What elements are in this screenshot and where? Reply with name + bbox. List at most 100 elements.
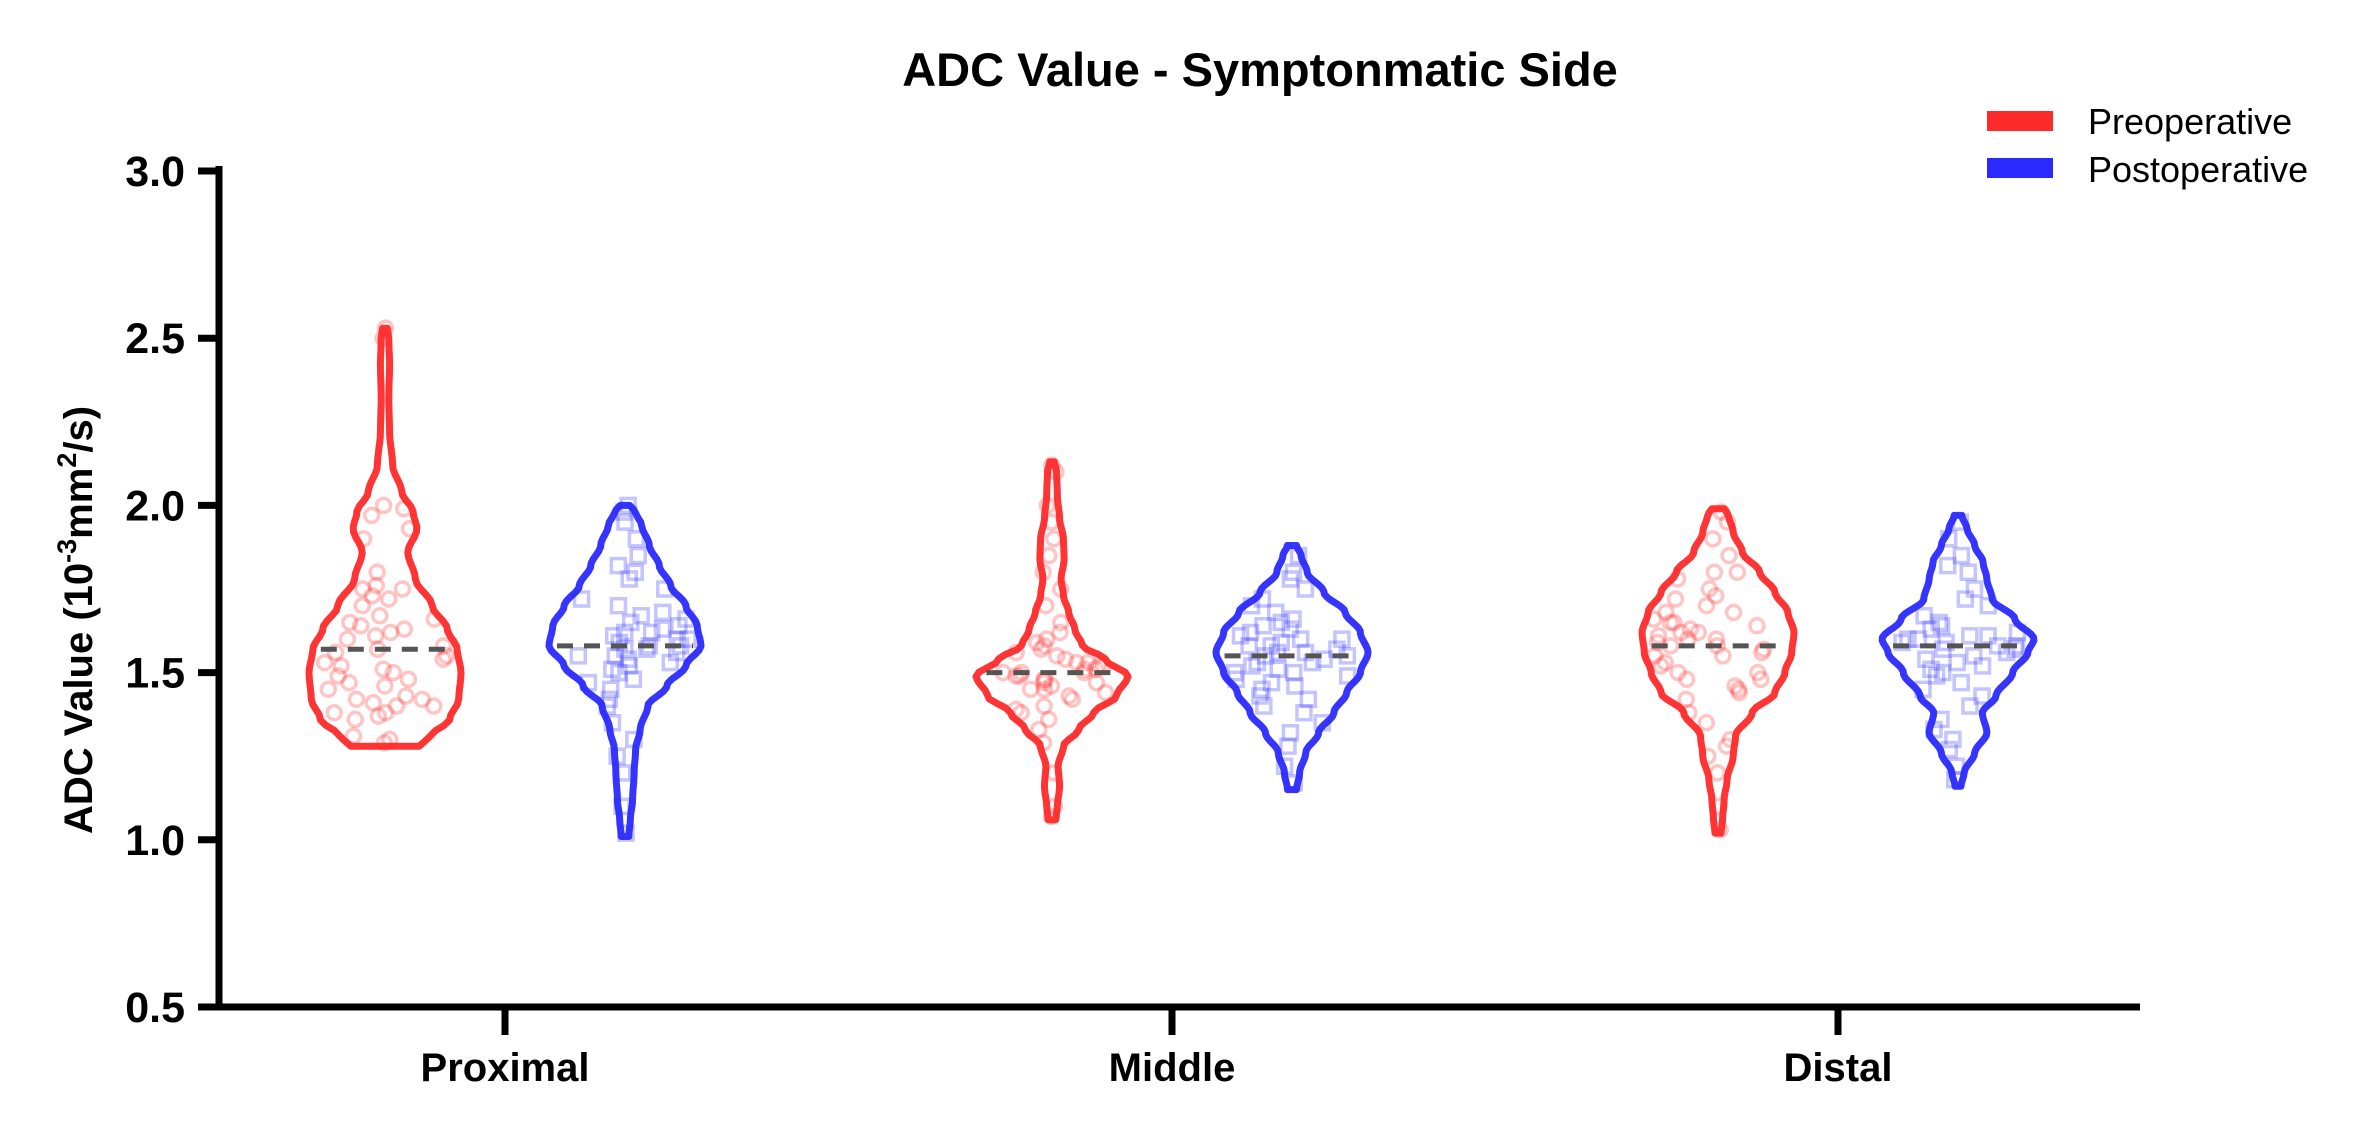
data-point [609,556,628,575]
y-axis-label-prefix: ADC Value (10 [57,563,101,834]
y-tick-label: 2.5 [125,315,185,363]
data-point [1285,663,1303,682]
data-point [1096,683,1115,702]
data-point [1979,627,1997,645]
data-point [1948,653,1966,672]
data-point [351,617,370,635]
data-point [1728,563,1747,582]
data-point [1060,687,1078,705]
data-point [1035,680,1054,699]
data-point [1267,603,1285,622]
data-point [1240,637,1258,655]
data-point [1251,687,1269,705]
data-point [632,607,650,625]
data-point [399,670,418,689]
data-point [384,663,403,682]
data-point [1051,623,1069,642]
y-tick-label: 1.0 [125,817,185,865]
data-point [1720,546,1738,565]
data-point [1035,697,1053,715]
data-point [347,690,366,709]
data-point [393,580,412,598]
data-point [1961,697,1979,715]
data-point [1279,737,1297,755]
data-point [315,653,334,672]
data-point [1700,580,1719,598]
data-point [1677,670,1696,689]
data-point [1704,530,1722,548]
data-point [1296,580,1315,598]
data-point [1268,643,1287,662]
data-point [1656,653,1674,672]
violin-preoperative-distal [1638,503,1798,839]
data-point [642,623,661,642]
data-point [424,697,443,715]
data-point [654,603,672,622]
data-point [1956,590,1975,608]
data-point [627,530,646,548]
data-point [1255,697,1273,715]
violin-outline-postoperative-proximal [545,501,705,840]
data-point [1677,690,1695,709]
data-point [670,617,688,635]
data-point [1922,620,1940,638]
data-point [620,657,639,675]
data-point [1286,677,1304,695]
data-point [572,590,591,608]
x-tick-label-distal: Distal [1784,1046,1893,1090]
data-point [397,687,415,705]
data-point [1917,650,1935,668]
violin-outline-preoperative-distal [1638,505,1798,837]
data-point [1952,546,1971,565]
data-point [622,613,640,632]
data-point [603,660,621,679]
data-point [1666,590,1685,608]
data-point [1915,607,1933,625]
y-axis-label-mid: mm [57,468,101,539]
data-point [1665,613,1683,632]
data-point [626,563,644,582]
data-point [1284,563,1303,582]
data-point [615,623,634,642]
data-point [1681,620,1700,638]
data-point [1043,456,1061,475]
violin-outline-preoperative-middle [972,458,1132,824]
data-point [1254,617,1272,635]
data-point [1032,640,1050,658]
data-point [353,580,372,598]
data-point [413,690,432,709]
violin-outline-postoperative-middle [1212,542,1372,794]
data-point [1657,603,1675,622]
data-point [1056,650,1075,668]
data-point [1315,650,1333,668]
data-point [1893,633,1911,652]
violin-outline-postoperative-distal [1878,511,2038,790]
y-tick-label: 2.0 [125,482,185,530]
legend-swatch-preoperative [1987,111,2053,131]
violin-preoperative-middle [972,456,1132,826]
data-point [620,570,638,588]
data-point [610,663,628,682]
data-point [1243,657,1261,675]
violin-layer [305,319,2038,842]
data-point [1052,613,1070,632]
data-point [1938,556,1957,575]
data-point [1295,703,1313,722]
data-point [395,620,414,638]
data-point [1952,673,1970,692]
data-point [629,546,647,565]
data-point [341,613,359,632]
data-point [346,710,364,729]
data-point [325,703,343,722]
data-point [1021,680,1040,699]
data-point [602,680,620,699]
points-preoperative-middle [994,456,1115,826]
data-point [387,697,406,715]
data-point [377,703,395,722]
data-point [1726,677,1744,695]
data-point [569,647,587,665]
data-point [616,513,634,531]
data-point [1965,580,1984,598]
data-point [1042,677,1061,695]
